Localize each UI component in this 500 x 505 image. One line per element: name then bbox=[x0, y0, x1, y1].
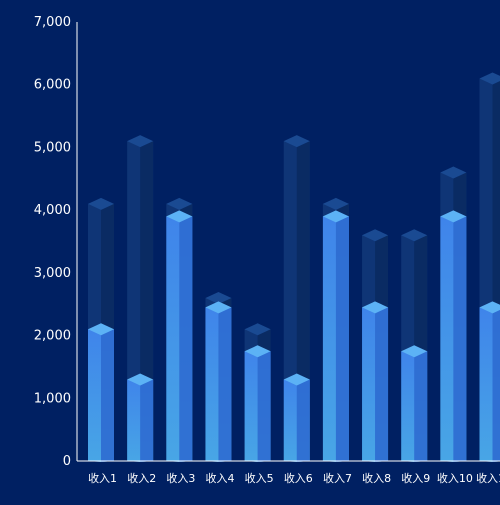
value-bar-side bbox=[258, 351, 271, 462]
x-tick-label: 收入10 bbox=[437, 471, 473, 485]
value-bar-side bbox=[375, 307, 388, 462]
y-tick-label: 4,000 bbox=[34, 203, 71, 218]
y-tick-label: 1,000 bbox=[34, 391, 71, 406]
value-bar bbox=[401, 345, 427, 462]
x-tick-label: 收入1 bbox=[88, 471, 117, 485]
value-bar bbox=[205, 301, 231, 462]
value-bar-side bbox=[336, 216, 349, 462]
x-tick-label: 收入7 bbox=[323, 471, 352, 485]
value-bar-side bbox=[297, 379, 310, 462]
value-bar-side bbox=[453, 216, 466, 462]
value-bar-side bbox=[414, 351, 427, 462]
x-tick-label: 收入3 bbox=[166, 471, 195, 485]
value-bar bbox=[88, 323, 114, 462]
y-tick-label: 7,000 bbox=[34, 15, 71, 30]
value-bar bbox=[440, 210, 466, 462]
value-bar bbox=[480, 301, 500, 462]
value-bar-side bbox=[179, 216, 192, 462]
value-bar-side bbox=[493, 307, 500, 462]
x-axis-tick-labels: 收入1 收入2 收入3 收入4 收入5 收入6 收入7 收入8 收入9 收入10收入11 bbox=[88, 471, 500, 485]
value-bar-side bbox=[101, 329, 114, 462]
x-tick-label: 收入4 bbox=[206, 471, 235, 485]
y-axis-tick-labels: 0 1,000 2,000 3,000 4,000 5,000 6,000 7,000 bbox=[34, 15, 71, 469]
value-bar bbox=[166, 210, 192, 462]
value-bar-side bbox=[140, 379, 153, 462]
y-tick-label: 0 bbox=[63, 454, 71, 469]
x-tick-label: 收入9 bbox=[401, 471, 430, 485]
y-tick-label: 3,000 bbox=[34, 266, 71, 281]
value-bar bbox=[323, 210, 349, 462]
value-bar bbox=[245, 345, 271, 462]
value-bar bbox=[127, 373, 153, 462]
x-tick-label: 收入11 bbox=[476, 471, 500, 485]
x-tick-label: 收入8 bbox=[362, 471, 391, 485]
x-tick-label: 收入2 bbox=[127, 471, 156, 485]
value-bar bbox=[362, 301, 388, 462]
x-tick-label: 收入5 bbox=[245, 471, 274, 485]
value-bar-side bbox=[218, 307, 231, 462]
y-tick-label: 5,000 bbox=[34, 140, 71, 155]
value-bar bbox=[284, 373, 310, 462]
y-tick-label: 2,000 bbox=[34, 329, 71, 344]
x-tick-label: 收入6 bbox=[284, 471, 313, 485]
y-tick-label: 6,000 bbox=[34, 78, 71, 93]
